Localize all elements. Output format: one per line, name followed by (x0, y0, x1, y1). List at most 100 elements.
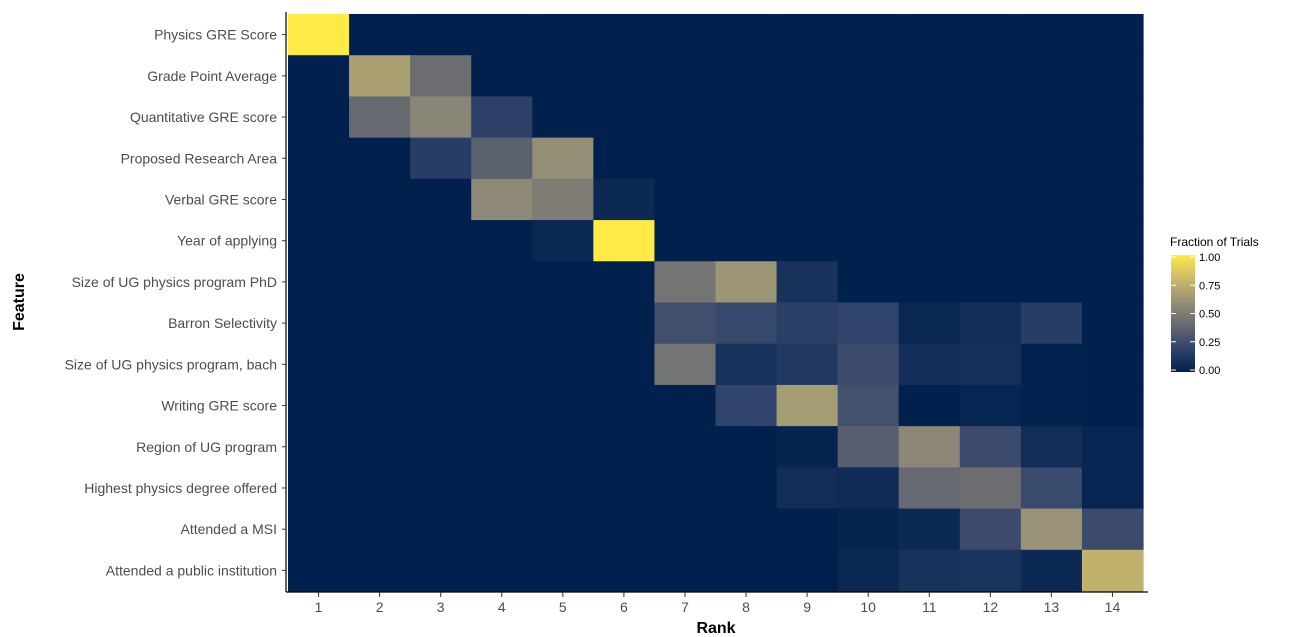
heatmap-cell (654, 96, 717, 139)
heatmap-cell (593, 14, 656, 56)
heatmap-cell (593, 220, 656, 262)
heatmap-cell (1020, 343, 1083, 386)
heatmap-cell (593, 55, 656, 98)
heatmap-cell (1020, 549, 1083, 592)
legend-tick-label: 0.00 (1199, 365, 1220, 377)
heatmap-cell (410, 508, 472, 551)
heatmap-cell (1081, 343, 1144, 386)
heatmap-cell (776, 302, 839, 345)
heatmap-cell (898, 178, 961, 221)
heatmap-cell (471, 261, 533, 304)
heatmap-cell (471, 384, 533, 427)
heatmap-cell (349, 549, 411, 592)
heatmap-cell (776, 96, 839, 139)
heatmap-cell (349, 96, 411, 139)
y-tick-label: Attended a MSI (180, 521, 277, 537)
heatmap-cell (654, 261, 717, 304)
heatmap-cell (532, 14, 594, 56)
heatmap-cell (715, 220, 778, 262)
heatmap-cell (1081, 261, 1144, 304)
heatmap-cell (410, 96, 472, 139)
heatmap-cell (410, 426, 472, 468)
heatmap-cell (837, 137, 900, 180)
heatmap-cell (715, 302, 778, 345)
legend-ticks: 0.00 0.25 0.50 0.75 1.00 (1171, 252, 1220, 377)
heatmap-cell (593, 137, 656, 180)
heatmap-cell (715, 549, 778, 592)
y-tick-label: Physics GRE Score (154, 27, 277, 43)
heatmap-cell (715, 384, 778, 427)
heatmap-cell (471, 302, 533, 345)
heatmap-cell (288, 261, 350, 304)
heatmap-cell (776, 261, 839, 304)
heatmap-cell (959, 549, 1022, 592)
heatmap-cell (288, 137, 350, 180)
heatmap-cell (532, 549, 594, 592)
heatmap-cell (532, 426, 594, 468)
x-tick-label: 5 (559, 599, 567, 615)
heatmap-cell (349, 14, 411, 56)
heatmap-cell (1020, 178, 1083, 221)
y-tick-label: Year of applying (177, 233, 277, 249)
heatmap-cell (593, 426, 656, 468)
heatmap-cell (471, 220, 533, 262)
heatmap-cell (898, 426, 961, 468)
x-tick-label: 9 (803, 599, 811, 615)
heatmap-cell (959, 384, 1022, 427)
heatmap-cell (959, 467, 1022, 510)
heatmap-cell (1081, 55, 1144, 98)
y-ticks: Physics GRE Score Grade Point Average Quan… (65, 27, 286, 578)
heatmap-cell (654, 14, 717, 56)
heatmap-cell (532, 384, 594, 427)
heatmap-cell (959, 343, 1022, 386)
y-tick-label: Quantitative GRE score (130, 109, 277, 125)
heatmap-cell (776, 178, 839, 221)
heatmap-cell (776, 55, 839, 98)
heatmap-cell (837, 261, 900, 304)
heatmap-cell (776, 467, 839, 510)
heatmap-cell (532, 343, 594, 386)
y-tick-label: Grade Point Average (147, 68, 277, 84)
heatmap-cell (1081, 137, 1144, 180)
x-tick-label: 8 (742, 599, 750, 615)
heatmap-cell (1020, 55, 1083, 98)
heatmap-cell (837, 55, 900, 98)
heatmap-cell (1081, 96, 1144, 139)
heatmap-cell (532, 178, 594, 221)
heatmap-cell (288, 343, 350, 386)
y-tick-label: Writing GRE score (161, 398, 277, 414)
heatmap-cell (532, 302, 594, 345)
y-tick-label: Attended a public institution (106, 562, 277, 578)
axes (285, 12, 1148, 593)
heatmap-cell (959, 137, 1022, 180)
heatmap-cell (776, 384, 839, 427)
x-tick-label: 1 (315, 599, 323, 615)
heatmap-cell (1020, 14, 1083, 56)
y-tick-label: Region of UG program (136, 439, 277, 455)
heatmap-cell (898, 549, 961, 592)
heatmap-cell (532, 96, 594, 139)
heatmap-cell (593, 261, 656, 304)
heatmap-cell (288, 302, 350, 345)
heatmap-cell (837, 302, 900, 345)
heatmap-cell (349, 384, 411, 427)
heatmap-cell (654, 549, 717, 592)
heatmap-cell (776, 549, 839, 592)
heatmap-cell (532, 261, 594, 304)
heatmap-cell (288, 467, 350, 510)
heatmap-cell (593, 549, 656, 592)
heatmap-cell (1081, 178, 1144, 221)
heatmap-cell (410, 549, 472, 592)
legend-tick-label: 0.25 (1199, 337, 1220, 349)
heatmap-cell (837, 178, 900, 221)
x-tick-label: 3 (437, 599, 445, 615)
heatmap-cell (349, 302, 411, 345)
heatmap-cell (1020, 426, 1083, 468)
heatmap-cell (532, 467, 594, 510)
heatmap-cell (1020, 508, 1083, 551)
heatmap-cell (898, 14, 961, 56)
heatmap-cell (410, 137, 472, 180)
heatmap-cell (593, 384, 656, 427)
heatmap-cell (959, 14, 1022, 56)
